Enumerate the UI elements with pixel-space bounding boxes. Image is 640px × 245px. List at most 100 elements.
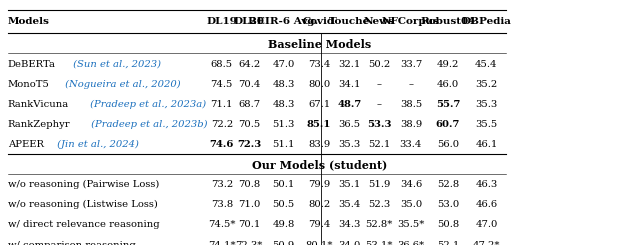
Text: Models: Models: [8, 17, 49, 26]
Text: 68.5: 68.5: [211, 60, 233, 69]
Text: 70.8: 70.8: [238, 180, 260, 189]
Text: 71.1: 71.1: [211, 100, 233, 109]
Text: 79.4: 79.4: [308, 220, 330, 229]
Text: DeBERTa: DeBERTa: [8, 60, 56, 69]
Text: 38.9: 38.9: [400, 120, 422, 129]
Text: Touche: Touche: [329, 17, 370, 26]
Text: 73.4: 73.4: [308, 60, 330, 69]
Text: 68.7: 68.7: [238, 100, 260, 109]
Text: w/o reasoning (Listwise Loss): w/o reasoning (Listwise Loss): [8, 200, 157, 209]
Text: 50.9: 50.9: [273, 241, 294, 245]
Text: News: News: [364, 17, 394, 26]
Text: MonoT5: MonoT5: [8, 80, 49, 89]
Text: DL19: DL19: [206, 17, 237, 26]
Text: 83.9: 83.9: [308, 140, 330, 149]
Text: 36.6*: 36.6*: [397, 241, 424, 245]
Text: 35.3: 35.3: [339, 140, 360, 149]
Text: 53.0: 53.0: [437, 200, 459, 209]
Text: 33.7: 33.7: [400, 60, 422, 69]
Text: 46.1: 46.1: [476, 140, 497, 149]
Text: 34.3: 34.3: [339, 220, 360, 229]
Text: –: –: [376, 80, 381, 89]
Text: w/ direct relevance reasoning: w/ direct relevance reasoning: [8, 220, 159, 229]
Text: (Jin et al., 2024): (Jin et al., 2024): [54, 140, 139, 149]
Text: RankZephyr: RankZephyr: [8, 120, 70, 129]
Text: 53.3: 53.3: [367, 120, 391, 129]
Text: 47.2*: 47.2*: [473, 241, 500, 245]
Text: 46.6: 46.6: [476, 200, 497, 209]
Text: NFCorpus: NFCorpus: [382, 17, 440, 26]
Text: 32.1: 32.1: [339, 60, 360, 69]
Text: (Sun et al., 2023): (Sun et al., 2023): [70, 60, 161, 69]
Text: 34.0: 34.0: [339, 241, 360, 245]
Text: 46.3: 46.3: [476, 180, 497, 189]
Text: 35.0: 35.0: [400, 200, 422, 209]
Text: 71.0: 71.0: [238, 200, 260, 209]
Text: 35.5: 35.5: [476, 120, 497, 129]
Text: Robust04: Robust04: [420, 17, 476, 26]
Text: 70.1: 70.1: [238, 220, 260, 229]
Text: 73.2: 73.2: [211, 180, 233, 189]
Text: 46.0: 46.0: [437, 80, 459, 89]
Text: Covid: Covid: [303, 17, 335, 26]
Text: 85.1: 85.1: [307, 120, 332, 129]
Text: w/o reasoning (Pairwise Loss): w/o reasoning (Pairwise Loss): [8, 180, 159, 189]
Text: 51.1: 51.1: [272, 140, 295, 149]
Text: 48.3: 48.3: [273, 80, 294, 89]
Text: 52.1: 52.1: [437, 241, 459, 245]
Text: 56.0: 56.0: [437, 140, 459, 149]
Text: 36.5: 36.5: [339, 120, 360, 129]
Text: 50.8: 50.8: [437, 220, 459, 229]
Text: APEER: APEER: [8, 140, 44, 149]
Text: 51.9: 51.9: [368, 180, 390, 189]
Text: 35.1: 35.1: [339, 180, 360, 189]
Text: 34.6: 34.6: [400, 180, 422, 189]
Text: 53.1*: 53.1*: [365, 241, 392, 245]
Text: 51.3: 51.3: [273, 120, 294, 129]
Text: 49.8: 49.8: [273, 220, 294, 229]
Text: 35.4: 35.4: [339, 200, 360, 209]
Text: w/ comparison reasoning: w/ comparison reasoning: [8, 241, 136, 245]
Text: 70.5: 70.5: [238, 120, 260, 129]
Text: 80.2: 80.2: [308, 200, 330, 209]
Text: 35.3: 35.3: [476, 100, 497, 109]
Text: 52.8*: 52.8*: [365, 220, 392, 229]
Text: 47.0: 47.0: [476, 220, 497, 229]
Text: 50.5: 50.5: [273, 200, 294, 209]
Text: –: –: [376, 100, 381, 109]
Text: 35.2: 35.2: [476, 80, 497, 89]
Text: 52.3: 52.3: [368, 200, 390, 209]
Text: 48.3: 48.3: [273, 100, 294, 109]
Text: DBPedia: DBPedia: [461, 17, 511, 26]
Text: Baseline Models: Baseline Models: [268, 39, 372, 50]
Text: 52.8: 52.8: [437, 180, 459, 189]
Text: 72.3*: 72.3*: [236, 241, 263, 245]
Text: 74.1*: 74.1*: [208, 241, 236, 245]
Text: Our Models (student): Our Models (student): [252, 159, 388, 170]
Text: 50.1: 50.1: [273, 180, 294, 189]
Text: 64.2: 64.2: [238, 60, 260, 69]
Text: RankVicuna: RankVicuna: [8, 100, 69, 109]
Text: 52.1: 52.1: [368, 140, 390, 149]
Text: 47.0: 47.0: [273, 60, 294, 69]
Text: BEIR-6 Avg.: BEIR-6 Avg.: [248, 17, 319, 26]
Text: –: –: [408, 80, 413, 89]
Text: 72.3: 72.3: [237, 140, 261, 149]
Text: 60.7: 60.7: [436, 120, 460, 129]
Text: DL20: DL20: [234, 17, 265, 26]
Text: 55.7: 55.7: [436, 100, 460, 109]
Text: (Nogueira et al., 2020): (Nogueira et al., 2020): [61, 80, 180, 89]
Text: 74.5: 74.5: [211, 80, 233, 89]
Text: 74.5*: 74.5*: [208, 220, 236, 229]
Text: 50.2: 50.2: [368, 60, 390, 69]
Text: 79.9: 79.9: [308, 180, 330, 189]
Text: 72.2: 72.2: [211, 120, 233, 129]
Text: 73.8: 73.8: [211, 200, 233, 209]
Text: 49.2: 49.2: [437, 60, 459, 69]
Text: 48.7: 48.7: [337, 100, 362, 109]
Text: 74.6: 74.6: [209, 140, 234, 149]
Text: 67.1: 67.1: [308, 100, 330, 109]
Text: 35.5*: 35.5*: [397, 220, 424, 229]
Text: 38.5: 38.5: [400, 100, 422, 109]
Text: 70.4: 70.4: [238, 80, 260, 89]
